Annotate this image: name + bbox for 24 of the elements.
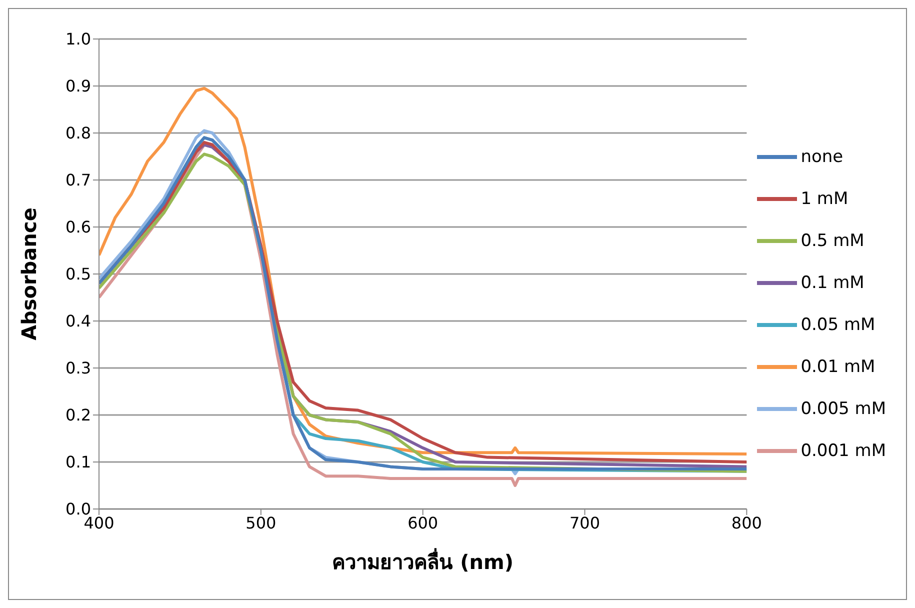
legend-label: 0.1 mM bbox=[800, 273, 864, 293]
x-tick-label: 700 bbox=[569, 513, 600, 532]
y-tick-label: 0.4 bbox=[66, 312, 91, 331]
x-tick-label: 500 bbox=[246, 513, 276, 532]
x-axis-title: ความยาวคลื่น (nm) bbox=[332, 547, 514, 574]
y-tick-label: 0.9 bbox=[66, 76, 91, 96]
legend-label: none bbox=[800, 147, 844, 167]
legend-label: 0.5 mM bbox=[800, 231, 864, 251]
x-tick-label: 600 bbox=[408, 513, 438, 532]
legend-label: 0.05 mM bbox=[800, 315, 876, 335]
y-tick-label: 0.2 bbox=[66, 406, 91, 425]
legend-label: 0.005 mM bbox=[800, 399, 886, 419]
legend-label: 1 mM bbox=[800, 189, 848, 209]
y-tick-label: 1.0 bbox=[66, 30, 91, 49]
x-tick-label: 800 bbox=[731, 513, 762, 532]
legend-label: 0.01 mM bbox=[800, 357, 876, 377]
y-tick-label: 0.7 bbox=[66, 170, 91, 190]
y-tick-label: 0.3 bbox=[66, 358, 91, 378]
legend-label: 0.001 mM bbox=[800, 441, 886, 461]
y-axis-title: Absorbance bbox=[17, 208, 42, 340]
y-tick-label: 0.5 bbox=[66, 264, 91, 284]
y-tick-label: 0.1 bbox=[66, 452, 91, 472]
y-tick-label: 0.6 bbox=[66, 218, 91, 237]
y-tick-label: 0.8 bbox=[66, 124, 91, 143]
